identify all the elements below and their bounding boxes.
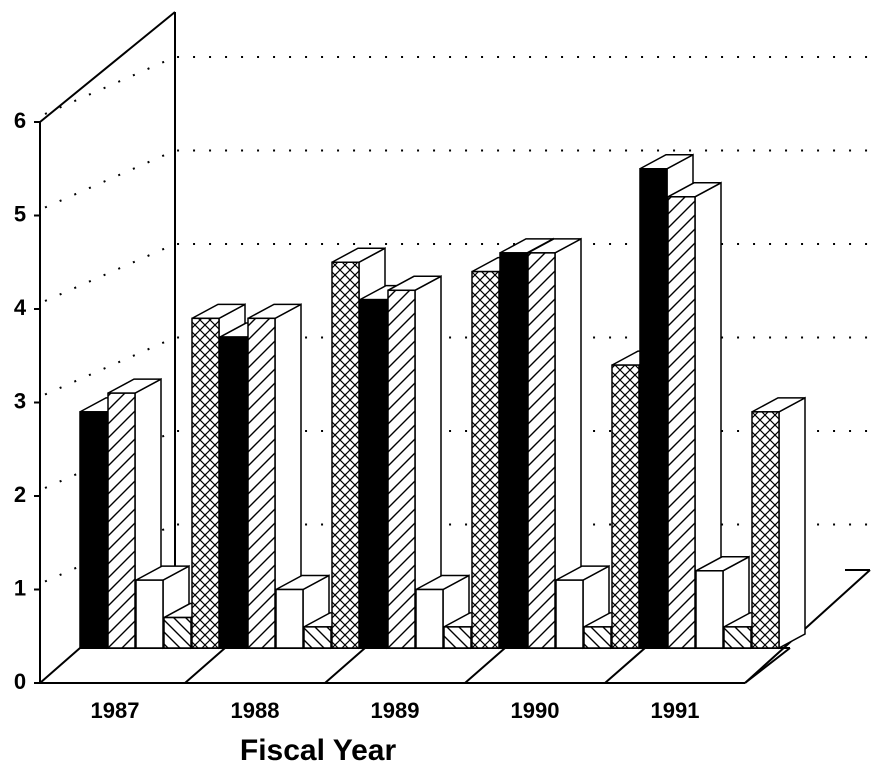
bar (135, 579, 164, 649)
bar (331, 261, 360, 649)
grid-line (44, 149, 870, 209)
x-tick-label: 1991 (651, 698, 700, 723)
bar (219, 336, 248, 649)
grid-line (44, 430, 870, 489)
bar (639, 168, 668, 649)
bar (387, 289, 416, 649)
bar (723, 626, 752, 649)
bar (499, 252, 528, 649)
bar (107, 392, 136, 649)
bar (163, 616, 192, 649)
bar (415, 588, 444, 649)
x-tick-label: 1990 (511, 698, 560, 723)
x-tick-label: 1987 (91, 698, 140, 723)
bar (583, 626, 612, 649)
y-tick-label: 0 (14, 669, 26, 694)
grid-line (44, 56, 870, 115)
bar (471, 270, 500, 649)
y-tick-label: 2 (14, 482, 26, 507)
y-tick-label: 4 (14, 295, 27, 320)
y-tick-label: 5 (14, 201, 26, 226)
bar-side (778, 396, 806, 650)
x-tick-label: 1988 (231, 698, 280, 723)
grid-line (44, 243, 870, 302)
y-tick-label: 6 (14, 108, 26, 133)
bar (359, 298, 388, 649)
bar (247, 317, 276, 649)
y-tick-label: 3 (14, 388, 26, 413)
grid-line (44, 336, 870, 396)
bar (527, 252, 556, 649)
bar (555, 579, 584, 649)
y-tick-label: 1 (14, 575, 26, 600)
x-tick-label: 1989 (371, 698, 420, 723)
bar (275, 588, 304, 649)
bar (191, 317, 220, 649)
x-axis-title: Fiscal Year (240, 734, 397, 767)
bar (751, 411, 780, 649)
bar (695, 570, 724, 649)
bar (79, 411, 108, 649)
bar (611, 364, 640, 649)
bar (303, 626, 332, 649)
bar (667, 196, 696, 649)
bar (443, 626, 472, 649)
